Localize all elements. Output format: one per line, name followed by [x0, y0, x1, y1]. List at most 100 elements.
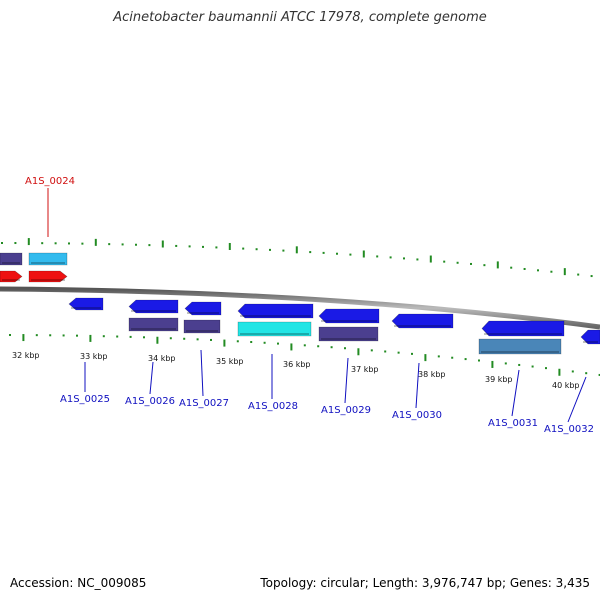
minor-tick — [282, 249, 285, 252]
genome-stats: Topology: circular; Length: 3,976,747 bp… — [260, 576, 590, 590]
minor-tick — [129, 335, 132, 338]
gene-label-a1s-0030[interactable]: A1S_0030 — [392, 410, 442, 421]
minor-tick — [169, 337, 172, 340]
gene-arrow[interactable] — [28, 270, 68, 283]
gene-arrow[interactable] — [0, 252, 23, 266]
leader-line — [149, 361, 154, 395]
gene-arrow[interactable] — [184, 301, 222, 316]
gene-arrow-a1s-0027[interactable] — [183, 319, 221, 334]
minor-tick — [518, 363, 521, 366]
major-tick — [563, 268, 566, 276]
minor-tick — [510, 266, 513, 269]
minor-tick — [76, 334, 78, 337]
gene-arrow-a1s-0032[interactable] — [580, 329, 600, 345]
gene-label-a1s-0032[interactable]: A1S_0032 — [544, 424, 594, 435]
minor-tick — [389, 256, 392, 259]
gene-label-a1s-0031[interactable]: A1S_0031 — [488, 418, 538, 429]
minor-tick — [456, 261, 459, 264]
gene-arrow-a1s-0025[interactable] — [68, 297, 104, 311]
gene-arrow[interactable] — [128, 299, 179, 314]
gene-label-a1s-0024[interactable]: A1S_0024 — [25, 176, 75, 187]
major-tick — [357, 348, 360, 356]
minor-tick — [545, 367, 547, 370]
minor-tick — [175, 244, 178, 247]
kbp-label: 32 kbp — [12, 351, 40, 360]
kbp-label: 35 kbp — [216, 357, 244, 366]
minor-tick — [263, 341, 266, 344]
gene-arrow-a1s-0031[interactable] — [478, 338, 562, 355]
minor-tick — [478, 359, 480, 362]
gene-features — [0, 252, 600, 355]
major-tick — [27, 238, 30, 246]
minor-tick — [236, 340, 239, 343]
major-tick — [228, 242, 231, 250]
minor-tick — [81, 242, 84, 245]
minor-tick — [183, 337, 186, 340]
minor-tick — [577, 273, 580, 276]
gene-label-a1s-0029[interactable]: A1S_0029 — [321, 405, 371, 416]
minor-tick — [148, 244, 151, 247]
minor-tick — [464, 358, 467, 361]
minor-tick — [330, 346, 333, 349]
major-tick — [362, 250, 365, 258]
leader-line — [415, 362, 420, 409]
major-tick — [161, 240, 164, 248]
minor-tick — [62, 334, 65, 337]
minor-tick — [585, 372, 588, 375]
scale-labels: 32 kbp 33 kbp 34 kbp 35 kbp 36 kbp 37 kbp 38 k… — [12, 351, 580, 390]
gene-label-a1s-0026[interactable]: A1S_0026 — [125, 396, 175, 407]
major-tick — [491, 360, 494, 368]
gene-arrow[interactable] — [481, 320, 565, 337]
minor-tick — [384, 350, 387, 353]
major-tick — [22, 334, 25, 342]
major-tick — [89, 334, 92, 342]
minor-tick — [537, 269, 539, 272]
minor-tick — [35, 334, 38, 337]
minor-tick — [49, 334, 52, 337]
kbp-label: 40 kbp — [552, 381, 580, 390]
minor-tick — [135, 243, 137, 246]
gene-arrow[interactable] — [237, 303, 314, 319]
minor-tick — [349, 253, 352, 256]
leader-line — [200, 349, 204, 397]
minor-tick — [108, 243, 111, 246]
minor-tick — [470, 262, 472, 265]
gene-arrow[interactable] — [318, 308, 380, 324]
gene-arrow-a1s-0026[interactable] — [128, 317, 179, 332]
gene-label-a1s-0028[interactable]: A1S_0028 — [248, 401, 298, 412]
minor-tick — [116, 335, 119, 338]
minor-tick — [121, 243, 124, 246]
minor-tick — [188, 245, 191, 248]
minor-tick — [143, 336, 145, 339]
minor-tick — [370, 349, 373, 352]
minor-tick — [416, 258, 419, 261]
gene-arrow-a1s-0029[interactable] — [318, 326, 379, 342]
minor-tick — [9, 334, 11, 337]
gene-arrow[interactable] — [0, 270, 23, 283]
gene-label-a1s-0025[interactable]: A1S_0025 — [60, 394, 110, 405]
gene-arrow-a1s-0028[interactable] — [237, 321, 312, 337]
gene-label-a1s-0027[interactable]: A1S_0027 — [179, 398, 229, 409]
minor-tick — [1, 242, 3, 245]
kbp-label: 38 kbp — [418, 370, 446, 379]
minor-tick — [303, 344, 306, 347]
minor-tick — [68, 242, 70, 245]
minor-tick — [531, 365, 534, 368]
kbp-label: 37 kbp — [351, 365, 379, 374]
gene-arrow-a1s-0024[interactable] — [28, 252, 68, 266]
minor-tick — [309, 251, 312, 254]
minor-tick — [344, 347, 346, 350]
gene-arrow-a1s-0030[interactable] — [391, 313, 454, 329]
minor-tick — [41, 242, 44, 245]
genome-backbone — [0, 286, 600, 330]
minor-tick — [504, 362, 507, 365]
minor-tick — [215, 246, 218, 249]
leader-line — [567, 376, 587, 423]
major-tick — [558, 368, 561, 376]
accession-label: Accession: NC_009085 — [10, 576, 147, 590]
major-tick — [496, 261, 499, 269]
minor-tick — [277, 342, 279, 345]
major-tick — [156, 336, 159, 344]
minor-tick — [590, 275, 593, 278]
